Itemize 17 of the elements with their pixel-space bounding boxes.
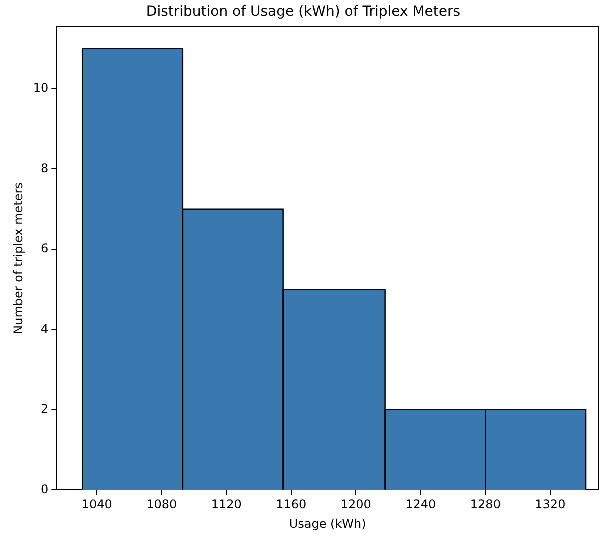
y-axis-title: Number of triplex meters	[11, 182, 26, 334]
x-tick-label: 1160	[276, 498, 307, 512]
x-tick-label: 1200	[340, 498, 372, 512]
y-tick-label: 6	[41, 242, 49, 256]
x-tick-label: 1240	[406, 498, 436, 512]
chart-title: Distribution of Usage (kWh) of Triplex Meters	[146, 4, 461, 20]
x-tick-label: 1320	[535, 498, 566, 512]
x-tick-label: 1120	[211, 498, 242, 512]
y-tick-label: 8	[41, 161, 49, 176]
x-tick-label: 1280	[470, 498, 501, 512]
x-tick-label: 1040	[82, 498, 112, 512]
y-tick-label: 0	[41, 482, 49, 496]
x-tick-label: 1080	[146, 498, 178, 512]
y-tick-label: 10	[33, 81, 49, 96]
x-axis-title: Usage (kWh)	[289, 516, 366, 531]
y-tick-label: 4	[41, 322, 49, 336]
y-tick-label: 2	[41, 402, 49, 416]
